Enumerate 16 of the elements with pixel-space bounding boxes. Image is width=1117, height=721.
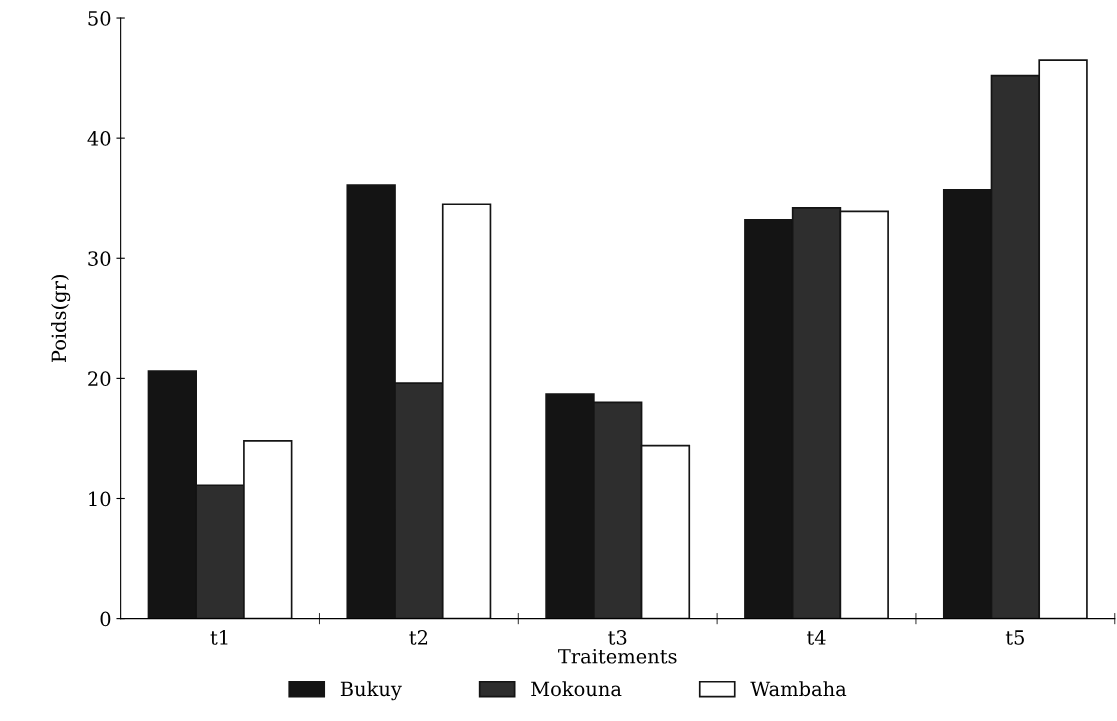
- legend-label: Bukuy: [340, 681, 402, 701]
- legend-label: Mokouna: [531, 681, 622, 697]
- y-tick-label: 20: [88, 371, 111, 387]
- x-tick-label: t4: [806, 630, 826, 645]
- legend-label: Wambaha: [750, 681, 847, 697]
- x-tick-label: t3: [608, 630, 627, 645]
- y-tick-label: 50: [88, 10, 111, 26]
- x-axis-title: Traitements: [558, 649, 677, 664]
- y-tick-label: 10: [89, 491, 111, 507]
- y-axis-title: Poids(gr): [51, 275, 71, 363]
- y-tick-label: 30: [88, 251, 111, 266]
- y-tick-label: 0: [100, 611, 111, 627]
- x-tick-label: t2: [409, 630, 428, 645]
- x-tick-label: t1: [210, 630, 228, 645]
- x-tick-label: t5: [1005, 630, 1024, 645]
- y-tick-label: 40: [87, 131, 111, 146]
